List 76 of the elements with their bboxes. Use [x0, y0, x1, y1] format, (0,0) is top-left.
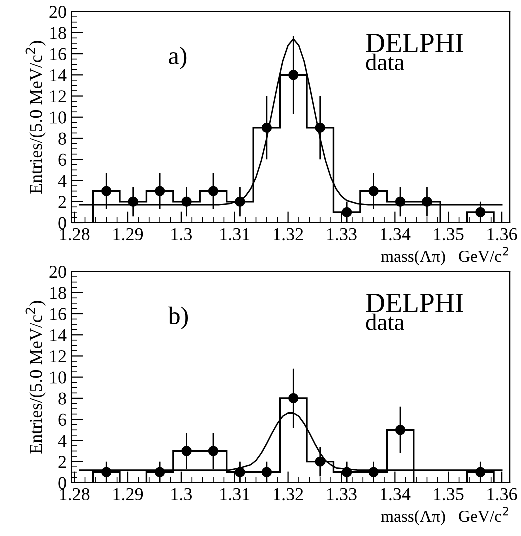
- point: [315, 456, 326, 467]
- y-tick-label: 10: [50, 372, 66, 384]
- point: [102, 467, 112, 478]
- point: [154, 467, 166, 478]
- x-tick-label: 1.3: [172, 228, 192, 241]
- annotation: DELPHI: [366, 34, 464, 52]
- annotation: b): [168, 306, 188, 330]
- x-tick-label: 1.28: [60, 228, 90, 241]
- annotation: a): [169, 46, 187, 70]
- y-tick-label: 16: [50, 308, 66, 320]
- y-tick-label: 16: [50, 48, 66, 60]
- point: [422, 196, 432, 207]
- point: [476, 467, 486, 478]
- x-tick-label: 1.3: [172, 488, 192, 501]
- x-tick-label: 1.31: [220, 228, 250, 241]
- x-tick-label: 1.29: [114, 228, 144, 241]
- point: [262, 467, 272, 478]
- y-tick-label: 6: [58, 154, 66, 166]
- y-tick-label: 20: [50, 266, 66, 278]
- point: [235, 196, 246, 207]
- x-tick-label: 1.34: [380, 488, 411, 501]
- x-tick-label: 1.31: [220, 488, 250, 501]
- point: [288, 70, 299, 80]
- x-axis-title: mass(Λπ) GeV/c$^{2}$: [381, 246, 508, 266]
- point: [102, 186, 112, 196]
- point: [315, 122, 326, 134]
- point: [395, 196, 406, 207]
- y-tick-label: 20: [50, 6, 66, 18]
- y-tick-label: 8: [58, 392, 66, 405]
- point: [235, 467, 246, 478]
- x-tick-label: 1.28: [60, 488, 90, 501]
- x-tick-label: 1.29: [114, 488, 144, 501]
- y-tick-label: 2: [58, 456, 66, 468]
- y-tick-label: 8: [58, 132, 66, 145]
- y-tick-label: 4: [58, 435, 67, 447]
- y-tick-label: 12: [50, 350, 66, 362]
- y-tick-label: 18: [50, 287, 66, 300]
- point: [182, 446, 192, 456]
- point: [208, 186, 219, 196]
- point: [342, 207, 352, 218]
- point: [262, 122, 272, 134]
- point: [395, 425, 406, 436]
- annotation: data: [366, 54, 404, 70]
- point: [368, 467, 379, 478]
- x-tick-label: 1.34: [380, 228, 411, 241]
- y-tick-label: 4: [58, 175, 67, 188]
- annotation: DELPHI: [366, 294, 464, 312]
- y-tick-label: 0: [58, 477, 66, 490]
- y-axis-title: Entries/(5.0 MeV/c$^{2}$): [26, 41, 46, 194]
- y-tick-label: 0: [58, 217, 66, 230]
- point: [368, 186, 379, 196]
- y-tick-label: 2: [58, 196, 66, 208]
- point: [288, 393, 299, 404]
- x-tick-label: 1.33: [328, 228, 357, 241]
- x-tick-label: 1.36: [488, 488, 518, 501]
- y-tick-label: 12: [50, 90, 66, 103]
- point: [476, 207, 486, 218]
- x-axis-title: mass(Λπ) GeV/c$^{2}$: [381, 506, 508, 526]
- y-axis-title: Entries/(5.0 MeV/c$^{2}$): [26, 301, 46, 454]
- x-tick-label: 1.32: [274, 228, 304, 241]
- x-tick-label: 1.33: [328, 488, 357, 501]
- point: [128, 196, 138, 207]
- y-tick-label: 14: [50, 69, 67, 82]
- x-tick-label: 1.36: [488, 228, 518, 241]
- point: [182, 196, 192, 207]
- x-tick-label: 1.35: [434, 228, 464, 241]
- x-tick-label: 1.32: [274, 488, 304, 501]
- y-tick-label: 6: [58, 414, 66, 426]
- point: [342, 467, 352, 478]
- point: [208, 446, 219, 456]
- x-tick-label: 1.35: [434, 488, 464, 501]
- annotation: data: [366, 314, 404, 330]
- y-tick-label: 14: [50, 329, 67, 342]
- y-tick-label: 18: [50, 27, 66, 40]
- y-tick-label: 10: [50, 112, 66, 124]
- point: [154, 186, 166, 196]
